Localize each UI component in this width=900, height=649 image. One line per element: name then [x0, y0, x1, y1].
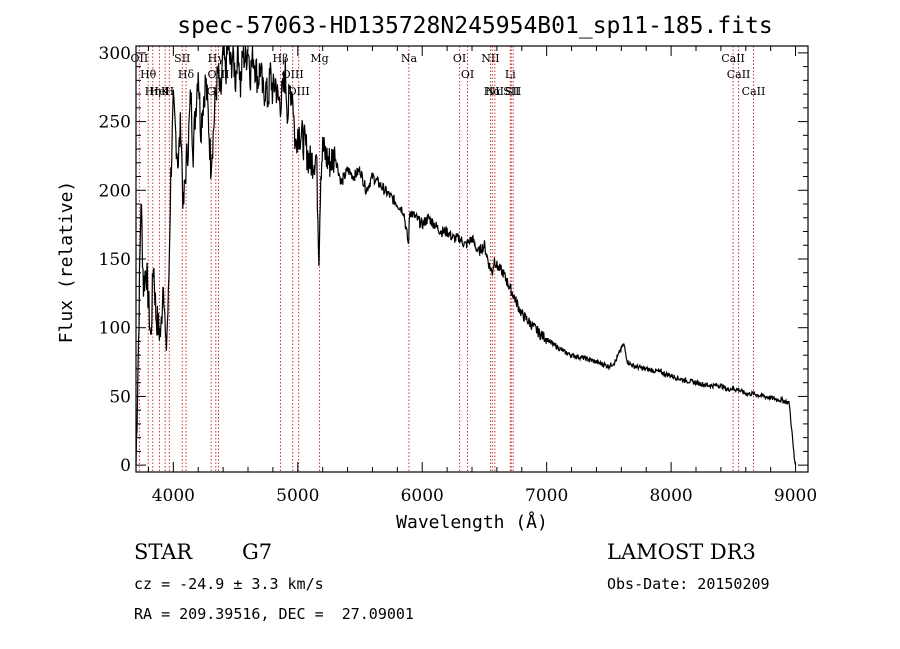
- y-tick-label: 200: [99, 181, 131, 201]
- survey-name: LAMOST DR3: [607, 540, 756, 564]
- spectral-line-label: Hδ: [178, 68, 195, 81]
- x-tick-label: 5000: [276, 486, 319, 506]
- spectral-line-label: Hβ: [273, 52, 289, 65]
- x-axis: 4000 5000 6000 7000 8000 9000: [147, 46, 817, 506]
- x-tick-label: 9000: [774, 486, 817, 506]
- y-tick-label: 0: [120, 456, 131, 476]
- spectral-line-label: OI: [453, 52, 466, 65]
- spectral-line-label: Hθ: [140, 68, 157, 81]
- spectral-line-label: OI: [461, 68, 474, 81]
- y-axis: 0 50 100 150 200 250 300: [99, 44, 808, 476]
- y-tick-label: 50: [109, 387, 131, 407]
- x-tick-label: 4000: [152, 486, 195, 506]
- spectral-line-label: HeI: [149, 85, 169, 98]
- redshift-cz: cz = -24.9 ± 3.3 km/s: [134, 575, 324, 593]
- spectral-line-label: Hη: [145, 85, 161, 98]
- spectral-line-label: CaII: [721, 52, 745, 65]
- spectral-line-markers: [138, 46, 754, 472]
- spectral-line-label: Hα: [484, 85, 502, 98]
- x-axis-label: Wavelength (Å): [396, 511, 548, 533]
- spectral-line-label: OII: [131, 52, 149, 65]
- x-tick-label: 8000: [649, 486, 692, 506]
- spectral-line-label: OIII: [282, 68, 304, 81]
- spectral-line-label: OIII: [288, 85, 310, 98]
- spectral-line-label: SII: [174, 52, 190, 65]
- spectral-line-label: K: [161, 85, 170, 98]
- y-tick-label: 250: [99, 113, 131, 133]
- coordinates: RA = 209.39516, DEC = 27.09001: [134, 605, 414, 623]
- y-tick-label: 150: [99, 250, 131, 270]
- y-tick-label: 300: [99, 44, 131, 64]
- spectral-line-label: H: [165, 85, 175, 98]
- spectral-line-label: Na: [401, 52, 418, 65]
- spectrum-line: [135, 45, 797, 466]
- spectral-line-label: NII: [481, 52, 499, 65]
- spectral-line-label: SII: [505, 85, 521, 98]
- plot-frame: [135, 45, 809, 473]
- spectral-line-label: Li: [505, 68, 516, 81]
- spectral-line-label: G: [207, 85, 216, 98]
- subclass: G7: [242, 540, 273, 564]
- y-axis-label: Flux (relative): [56, 181, 77, 344]
- spectral-line-label: Mg: [310, 52, 328, 65]
- spectral-line-label: Hγ: [208, 52, 225, 65]
- y-tick-label: 100: [99, 319, 131, 339]
- observation-date: Obs-Date: 20150209: [607, 575, 770, 593]
- spectrum-chart: spec-57063-HD135728N245954B01_sp11-185.f…: [56, 13, 817, 533]
- chart-title: spec-57063-HD135728N245954B01_sp11-185.f…: [177, 13, 772, 39]
- spectral-line-label: CaII: [727, 68, 751, 81]
- object-type: STAR: [134, 540, 193, 564]
- spectral-line-label: NII: [486, 85, 504, 98]
- spectral-line-label: SII: [503, 85, 519, 98]
- x-tick-label: 6000: [401, 486, 444, 506]
- x-tick-label: 7000: [525, 486, 568, 506]
- spectral-line-label: CaII: [742, 85, 766, 98]
